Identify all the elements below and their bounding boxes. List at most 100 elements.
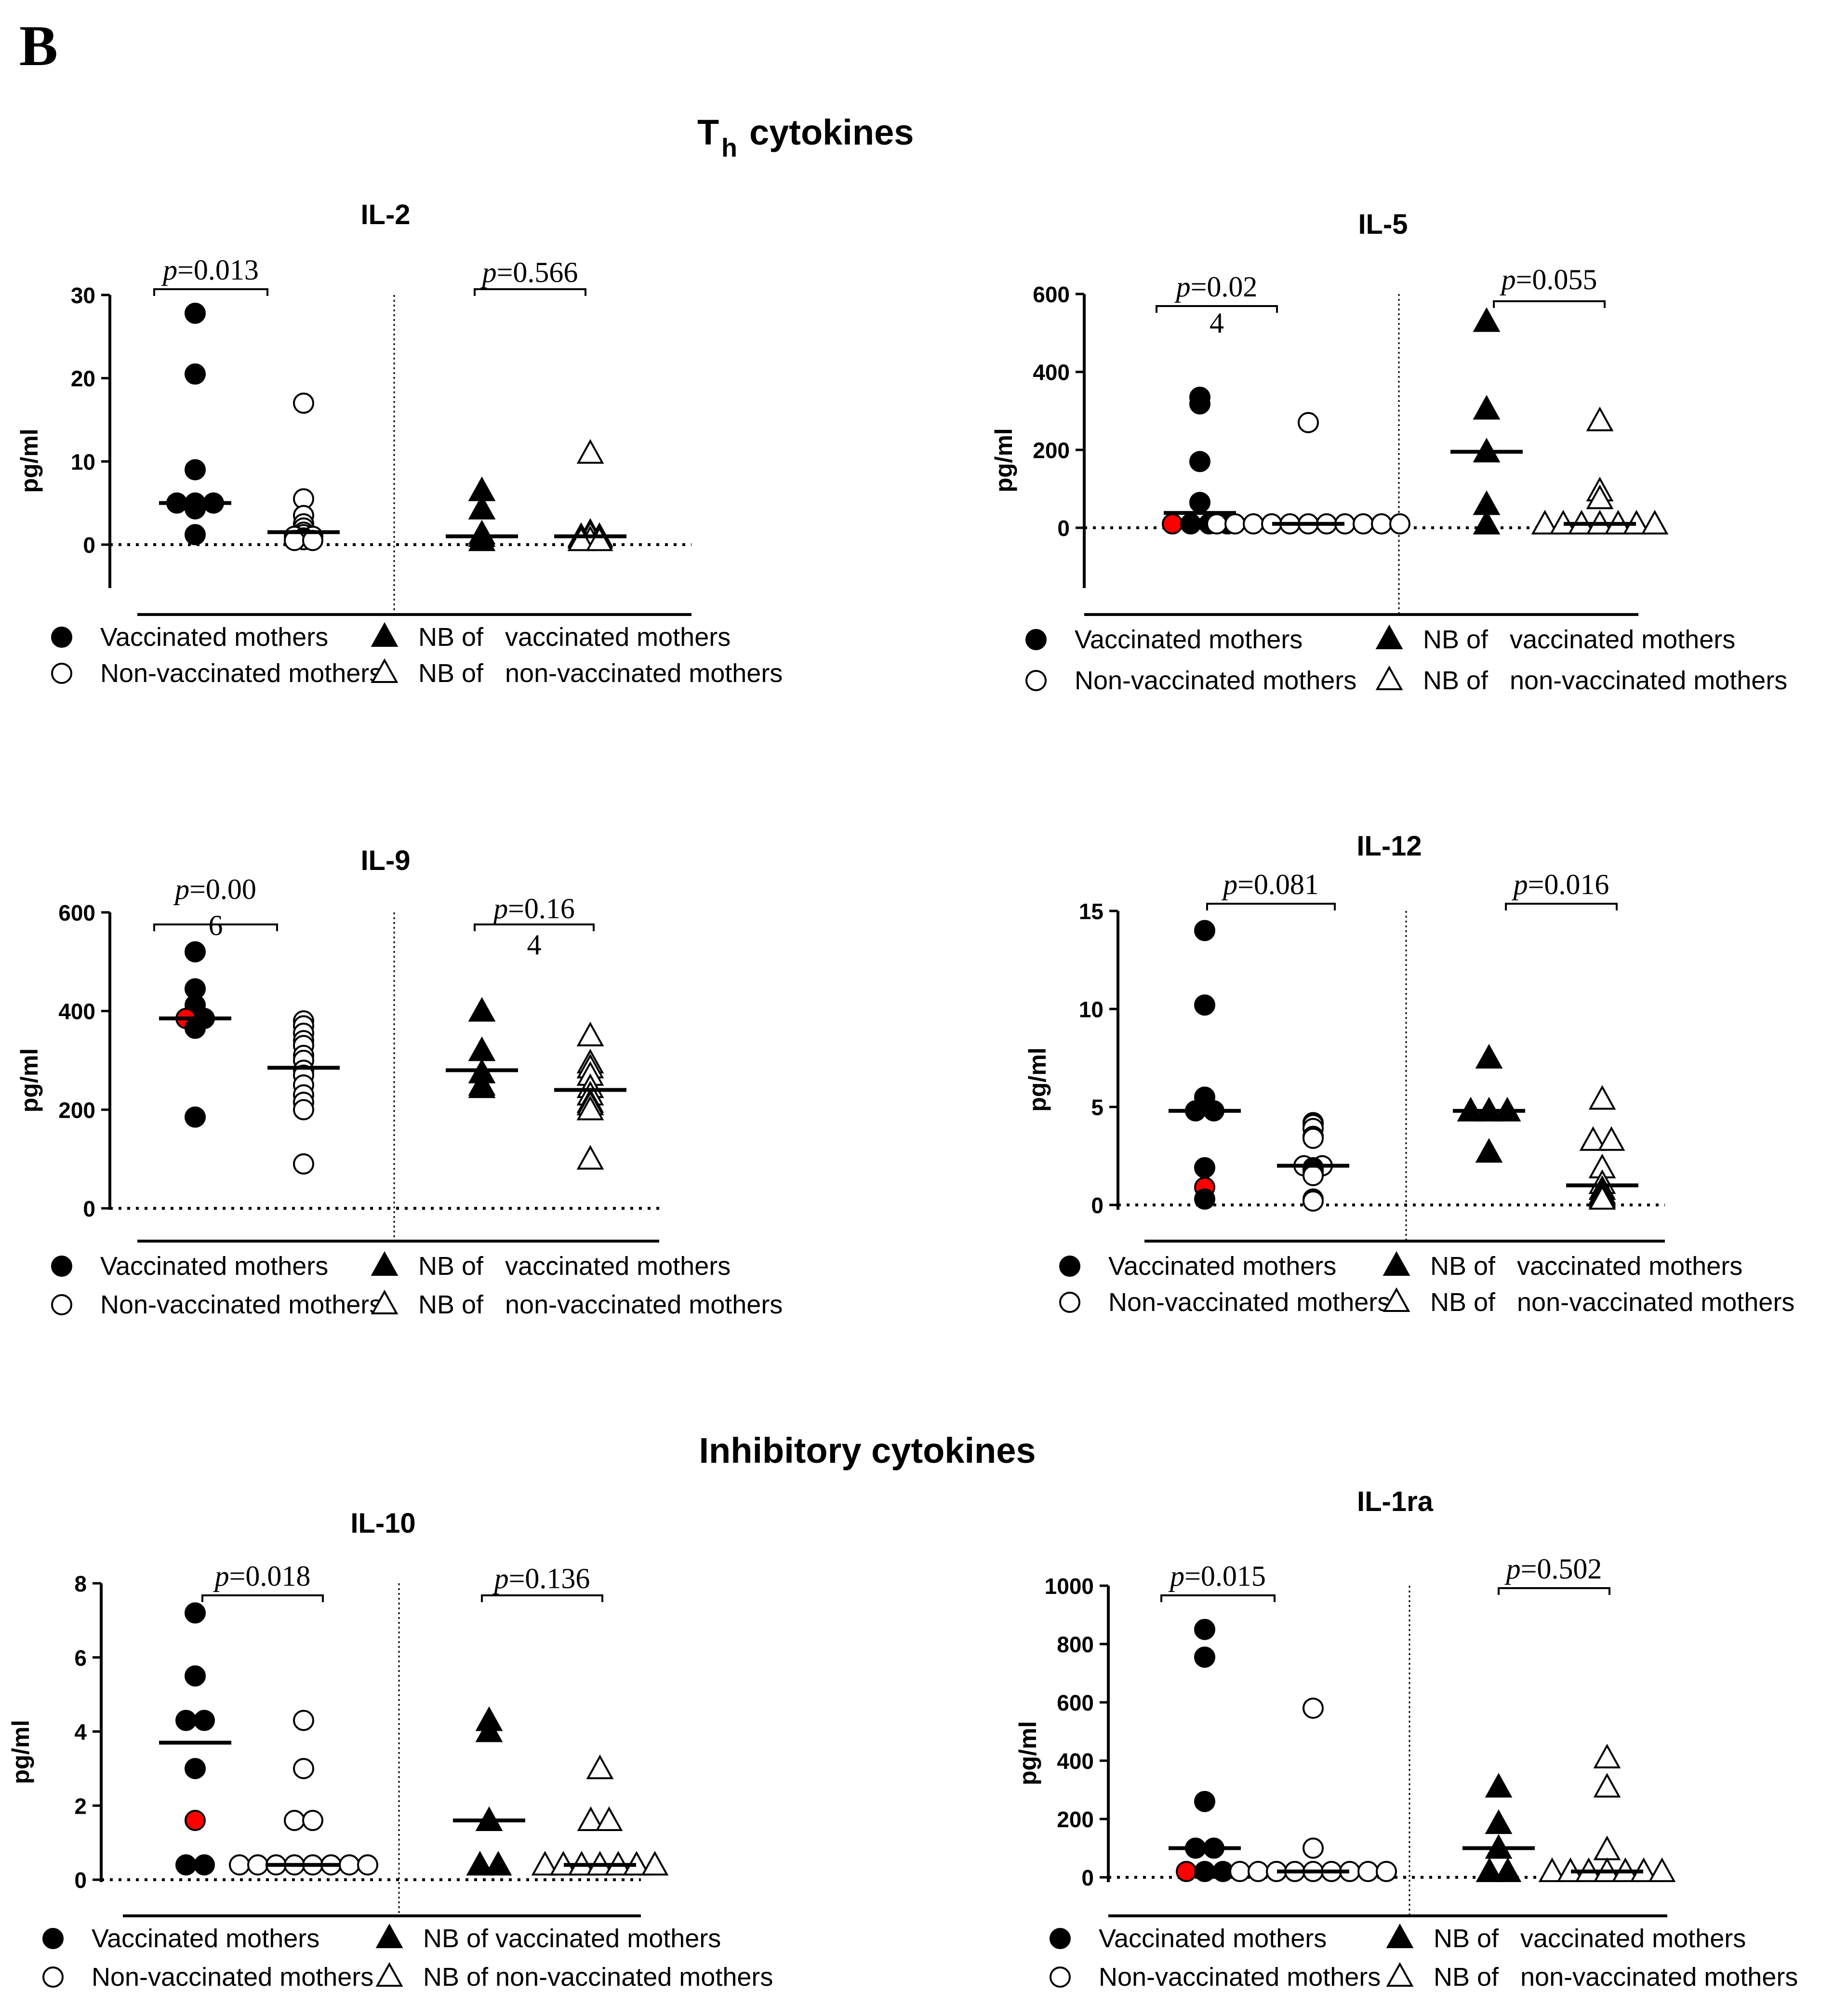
data-point	[1473, 395, 1501, 420]
legend-label: vaccinated mothers	[1517, 1252, 1742, 1281]
pvalue-label: p=0.02	[1174, 271, 1258, 303]
pvalue-bracket	[153, 288, 268, 296]
data-point	[194, 1854, 215, 1876]
data-point	[468, 997, 496, 1022]
legend-label-prefix: NB of	[1423, 666, 1489, 695]
data-point	[185, 459, 206, 481]
legend-marker	[1383, 1287, 1410, 1312]
pvalue-label: p=0.018	[213, 1560, 311, 1592]
legend-marker	[1025, 670, 1047, 691]
legend-label-prefix: NB of	[418, 1252, 484, 1281]
data-point	[1648, 1857, 1676, 1882]
pvalue-label: p=0.015	[1168, 1560, 1266, 1592]
legend-label: vaccinated mothers	[1520, 1924, 1746, 1953]
data-point	[185, 1810, 206, 1831]
data-point	[1357, 1860, 1379, 1882]
legend-label: Non-vaccinated mothers	[1099, 1963, 1381, 1992]
data-point	[475, 1717, 503, 1742]
data-point	[567, 526, 595, 551]
y-tick-label: 400	[58, 999, 95, 1024]
y-tick-label: 30	[71, 283, 95, 308]
panel-title: IL-12	[1356, 830, 1422, 862]
legend-label-prefix: NB of	[1430, 1252, 1496, 1281]
pvalue-label-continuation: 4	[527, 929, 542, 961]
y-tick-label: 0	[83, 533, 95, 558]
data-point	[185, 1017, 206, 1039]
data-point	[531, 1851, 559, 1876]
pvalue-bracket	[474, 288, 586, 296]
data-point	[576, 439, 604, 464]
pvalue-label: p=0.016	[1512, 869, 1609, 900]
y-tick-label: 1000	[1045, 1574, 1094, 1599]
y-tick-label: 5	[1091, 1095, 1103, 1120]
legend-marker	[375, 1923, 403, 1948]
data-point	[1194, 1791, 1215, 1812]
data-point	[1476, 1857, 1503, 1882]
pvalue-label: p=0.00	[173, 873, 256, 905]
data-point	[175, 1854, 197, 1876]
legend-marker	[1050, 1928, 1071, 1949]
panel-il-1ra: IL-1ra 0 200 400 600 800 1000 pg/ml p=0.015 p=0.5…	[1014, 1486, 1798, 1992]
legend-marker	[1375, 665, 1403, 690]
legend-label: vaccinated mothers	[505, 623, 731, 652]
data-point	[293, 1099, 314, 1121]
legend-label-prefix: NB of	[1430, 1288, 1496, 1317]
legend-label: vaccinated mothers	[1510, 625, 1735, 654]
data-point	[1298, 412, 1319, 433]
pvalue-label: p=0.136	[492, 1563, 590, 1594]
data-point	[468, 526, 496, 551]
legend-marker	[51, 663, 72, 684]
legend-marker	[371, 1289, 399, 1314]
legend-label: Vaccinated mothers	[1075, 625, 1303, 654]
pvalue-bracket	[153, 923, 278, 931]
data-point	[1303, 1837, 1324, 1859]
data-point	[1189, 393, 1210, 415]
legend-label: Vaccinated mothers	[100, 623, 328, 652]
data-point	[1176, 1860, 1197, 1882]
data-point	[194, 1710, 215, 1731]
legend-marker	[1386, 1923, 1414, 1948]
data-point	[468, 495, 496, 520]
data-point	[1194, 1860, 1215, 1882]
legend-label-prefix: NB of	[418, 659, 484, 688]
y-tick-label: 0	[1091, 1193, 1103, 1218]
legend-label: Vaccinated mothers	[92, 1924, 319, 1953]
pvalue-label: p=0.16	[492, 893, 575, 924]
data-point	[1473, 307, 1501, 332]
pvalue-bracket	[1498, 1587, 1610, 1595]
legend-label: non-vaccinated mothers	[1510, 666, 1787, 695]
legend-label: Vaccinated mothers	[1108, 1252, 1336, 1281]
data-point	[1593, 1773, 1621, 1798]
legend-marker	[1375, 624, 1403, 649]
data-point	[185, 1602, 206, 1624]
y-tick-label: 400	[1033, 360, 1070, 385]
data-point	[1597, 1126, 1625, 1151]
panel-il-10: IL-10 0 2 4 6 8 pg/ml p=0.018 p=0.136 Vaccinated …	[7, 1508, 773, 1992]
pvalue-label: p=0.055	[1500, 264, 1597, 295]
pvalue-label-continuation: 4	[1210, 307, 1224, 339]
section-title-inhibitory: Inhibitory cytokines	[699, 1431, 1036, 1471]
pvalue-bracket	[1206, 903, 1336, 910]
panel-title: IL-9	[360, 845, 410, 876]
data-point	[1593, 1743, 1621, 1768]
legend-marker	[1386, 1962, 1414, 1987]
data-point	[1586, 484, 1614, 509]
section-title-th: T h cytokines	[697, 112, 914, 162]
legend-label: Vaccinated mothers	[1099, 1924, 1327, 1953]
legend-marker	[371, 622, 399, 647]
legend-label: Non-vaccinated mothers	[1075, 666, 1356, 695]
section-title-th-main: T	[697, 112, 719, 152]
data-point	[576, 1096, 604, 1121]
y-tick-label: 10	[1079, 997, 1103, 1022]
legend-label-prefix: NB of	[1423, 625, 1489, 654]
y-tick-label: 8	[74, 1571, 87, 1596]
data-point	[1588, 1085, 1616, 1110]
data-point	[293, 1153, 314, 1175]
data-point	[185, 363, 206, 385]
y-tick-label: 600	[58, 900, 95, 925]
data-point	[1194, 1157, 1215, 1178]
data-point	[1243, 513, 1264, 535]
data-point	[1586, 406, 1614, 431]
y-tick-label: 15	[1079, 899, 1103, 924]
data-point	[1303, 1127, 1324, 1149]
